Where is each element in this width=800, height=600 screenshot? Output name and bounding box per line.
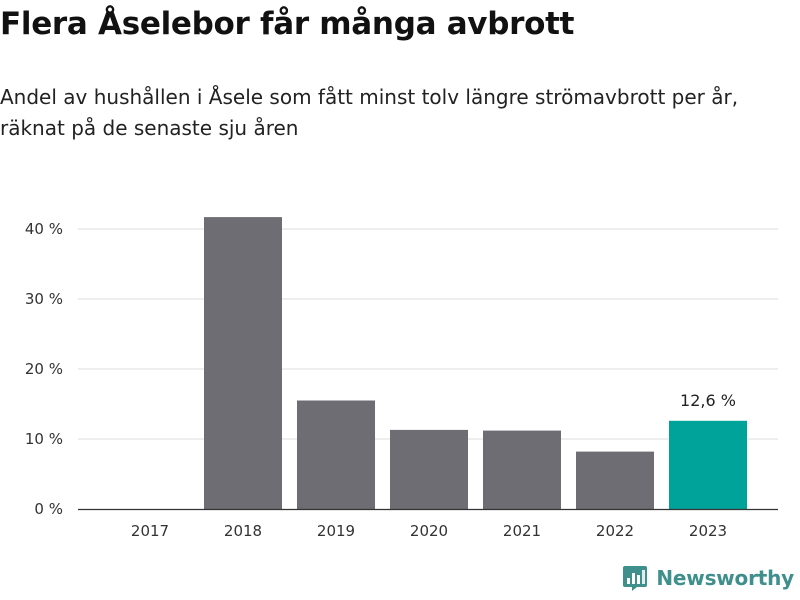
bar-2021 — [483, 430, 561, 509]
x-tick-label: 2020 — [410, 522, 448, 540]
bars — [204, 217, 747, 509]
bar-2019 — [297, 400, 375, 509]
bar-2022 — [576, 451, 654, 509]
y-tick-label: 0 % — [34, 500, 63, 518]
grid-lines — [78, 228, 778, 440]
data-label: 12,6 % — [680, 391, 736, 410]
labels: 0 % 10 % 20 % 30 % 40 % 2017 2018 2019 2020 2021 2… — [25, 220, 736, 540]
x-tick-label: 2021 — [503, 522, 541, 540]
chart-title: Flera Åselebor får många avbrott — [0, 6, 575, 42]
chart-subtitle: Andel av hushållen i Åsele som fått mins… — [0, 85, 739, 140]
x-tick-label: 2022 — [596, 522, 634, 540]
y-tick-label: 20 % — [25, 360, 63, 378]
x-tick-label: 2017 — [131, 522, 169, 540]
bar-2023 — [669, 420, 747, 509]
x-tick-label: 2018 — [224, 522, 262, 540]
x-tick-label: 2019 — [317, 522, 355, 540]
y-tick-label: 30 % — [25, 290, 63, 308]
newsworthy-logo-icon — [623, 566, 648, 591]
x-tick-label: 2023 — [689, 522, 727, 540]
brand-name: Newsworthy — [656, 566, 794, 590]
bar-2020 — [390, 429, 468, 509]
newsworthy-brand: Newsworthy — [622, 564, 794, 592]
y-tick-label: 40 % — [25, 220, 63, 238]
y-tick-label: 10 % — [25, 430, 63, 448]
bar-2018 — [204, 217, 282, 509]
